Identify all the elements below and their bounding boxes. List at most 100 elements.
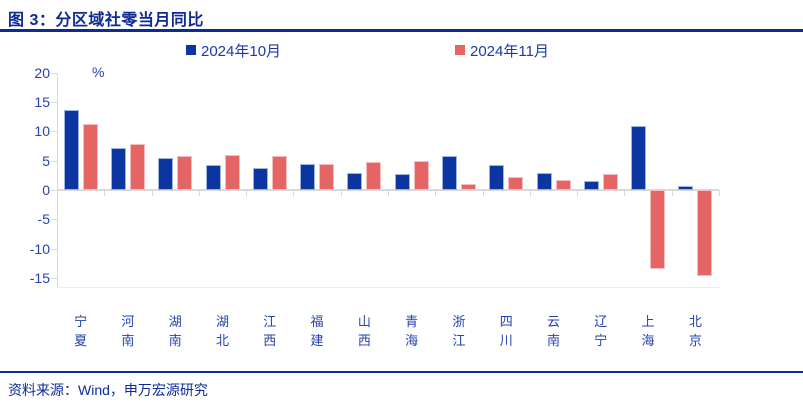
x-axis-tick (57, 190, 58, 196)
bar-oct-7 (347, 173, 363, 190)
x-axis-category-label: 北京 (672, 312, 718, 350)
bar-oct-5 (252, 168, 268, 190)
title-divider (0, 29, 803, 32)
bar-oct-13 (631, 126, 647, 190)
x-axis-category-label: 浙江 (436, 312, 482, 350)
category-char: 福 (310, 314, 324, 329)
x-axis-tick (388, 190, 389, 196)
y-axis-tick (51, 277, 57, 279)
x-axis-tick (198, 190, 200, 196)
bar-nov-9 (460, 184, 476, 190)
category-char: 辽 (594, 314, 608, 329)
x-axis-tick (293, 190, 295, 196)
category-char: 夏 (74, 333, 88, 348)
category-char: 京 (688, 333, 702, 348)
x-axis-category-label: 河南 (105, 312, 151, 350)
y-axis-tick (51, 219, 57, 221)
category-char: 湖 (215, 314, 229, 329)
x-axis-tick (246, 190, 248, 196)
category-char: 川 (499, 333, 513, 348)
y-axis-tick-label: 15 (34, 94, 50, 111)
x-axis-tick (151, 190, 153, 196)
footer-divider (0, 371, 803, 373)
category-char: 海 (641, 333, 655, 348)
category-char: 湖 (168, 314, 182, 329)
legend-swatch-red-icon (455, 45, 465, 55)
x-axis-category-label: 湖南 (152, 312, 198, 350)
category-char: 宁 (594, 333, 608, 348)
y-axis-tick-label: 20 (34, 64, 50, 81)
x-axis-category-label: 上海 (625, 312, 671, 350)
plot-bottom-edge (57, 287, 719, 288)
bar-nov-2 (129, 143, 145, 190)
category-char: 南 (121, 333, 135, 348)
x-axis-category-label: 辽宁 (578, 312, 624, 350)
y-axis-tick (51, 131, 57, 133)
category-char: 青 (405, 314, 419, 329)
x-axis-category-label: 宁夏 (58, 312, 104, 350)
bar-oct-14 (678, 186, 694, 190)
x-axis-tick (671, 190, 673, 196)
legend-item-2024-11: 2024年11月 (455, 42, 549, 60)
y-axis-unit-label: % (92, 64, 105, 80)
legend-label-2024-11: 2024年11月 (470, 42, 549, 60)
bar-nov-10 (508, 177, 524, 190)
x-axis-tick (577, 190, 579, 196)
source-note: 资料来源：Wind，申万宏源研究 (8, 382, 208, 398)
x-axis-category-label: 青海 (389, 312, 435, 350)
y-axis-tick-label: -10 (29, 240, 50, 257)
category-char: 上 (641, 314, 655, 329)
x-axis-category-label: 江西 (247, 312, 293, 350)
y-axis-tick (51, 248, 57, 250)
bar-nov-3 (177, 156, 193, 190)
legend-swatch-blue-icon (186, 45, 196, 55)
y-axis-tick-label: -5 (37, 211, 50, 228)
legend-label-2024-10: 2024年10月 (201, 42, 282, 60)
bar-nov-4 (224, 154, 240, 190)
x-axis-tick (529, 190, 531, 196)
bar-nov-7 (366, 161, 382, 190)
bar-nov-1 (82, 123, 98, 190)
x-axis-category-label: 四川 (483, 312, 529, 350)
category-char: 南 (546, 333, 560, 348)
y-axis-tick-label: 0 (42, 182, 50, 198)
x-axis-category-label: 湖北 (200, 312, 246, 350)
category-char: 浙 (452, 314, 466, 329)
category-char: 四 (499, 314, 513, 329)
bar-oct-3 (158, 158, 174, 190)
y-axis-tick (51, 102, 57, 104)
x-axis-category-label: 云南 (531, 312, 577, 350)
x-axis-tick (435, 190, 437, 196)
category-char: 西 (263, 333, 277, 348)
bar-oct-12 (583, 181, 599, 190)
category-char: 建 (310, 333, 324, 348)
bar-nov-5 (271, 156, 287, 190)
x-axis-tick (719, 190, 720, 196)
y-axis-tick (51, 190, 57, 191)
category-char: 南 (168, 333, 182, 348)
y-axis-tick-label: -15 (29, 269, 50, 286)
category-char: 宁 (74, 314, 88, 329)
category-char: 江 (452, 333, 466, 348)
bar-oct-6 (300, 164, 316, 190)
bar-nov-12 (602, 173, 618, 190)
y-axis-tick (51, 160, 57, 162)
bar-oct-10 (489, 165, 505, 190)
category-char: 北 (215, 333, 229, 348)
category-char: 云 (546, 314, 560, 329)
bar-nov-13 (650, 190, 666, 270)
x-axis-tick (340, 190, 342, 196)
bar-nov-11 (555, 180, 571, 190)
x-axis-tick (624, 190, 626, 196)
category-char: 海 (405, 333, 419, 348)
category-char: 江 (263, 314, 277, 329)
category-char: 西 (357, 333, 371, 348)
category-char: 山 (357, 314, 371, 329)
bar-oct-8 (394, 173, 410, 190)
bar-oct-2 (110, 148, 126, 190)
legend-item-2024-10: 2024年10月 (186, 42, 282, 60)
x-axis-category-label: 山西 (341, 312, 387, 350)
y-axis-tick (51, 72, 57, 74)
